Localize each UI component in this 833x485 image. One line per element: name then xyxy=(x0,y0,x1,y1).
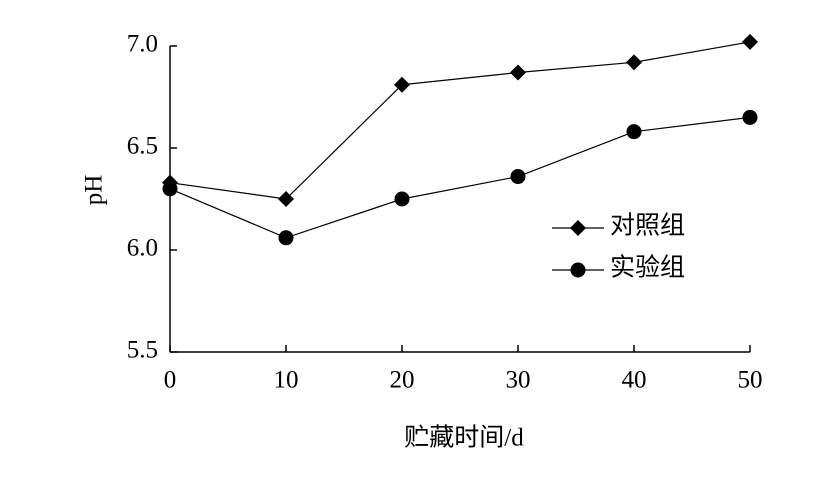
y-tick-label: 7.0 xyxy=(127,31,158,58)
legend-marker xyxy=(570,262,586,278)
marker xyxy=(162,181,178,197)
legend-label: 对照组 xyxy=(610,212,685,240)
marker xyxy=(626,124,642,140)
series-line xyxy=(169,116,751,239)
x-tick-label: 30 xyxy=(506,367,531,394)
x-tick-label: 0 xyxy=(164,367,177,394)
x-tick-label: 40 xyxy=(622,367,647,394)
marker xyxy=(278,191,294,207)
y-tick-label: 6.5 xyxy=(127,133,158,160)
marker xyxy=(742,109,758,125)
series-line xyxy=(169,41,751,200)
marker xyxy=(626,54,642,71)
x-tick-label: 10 xyxy=(274,367,299,394)
y-tick-label: 5.5 xyxy=(127,337,158,364)
marker xyxy=(742,33,758,50)
x-tick-label: 50 xyxy=(738,367,763,394)
legend-marker xyxy=(570,220,586,236)
legend-label: 实验组 xyxy=(610,254,685,282)
x-tick-label: 20 xyxy=(390,367,415,394)
y-tick-label: 6.0 xyxy=(127,235,158,262)
marker xyxy=(394,76,410,93)
marker xyxy=(510,169,526,185)
marker xyxy=(278,230,294,246)
x-axis-label: 贮藏时间/d xyxy=(404,424,524,452)
marker xyxy=(394,191,410,207)
marker xyxy=(510,64,526,81)
y-axis-label: pH xyxy=(81,175,108,206)
